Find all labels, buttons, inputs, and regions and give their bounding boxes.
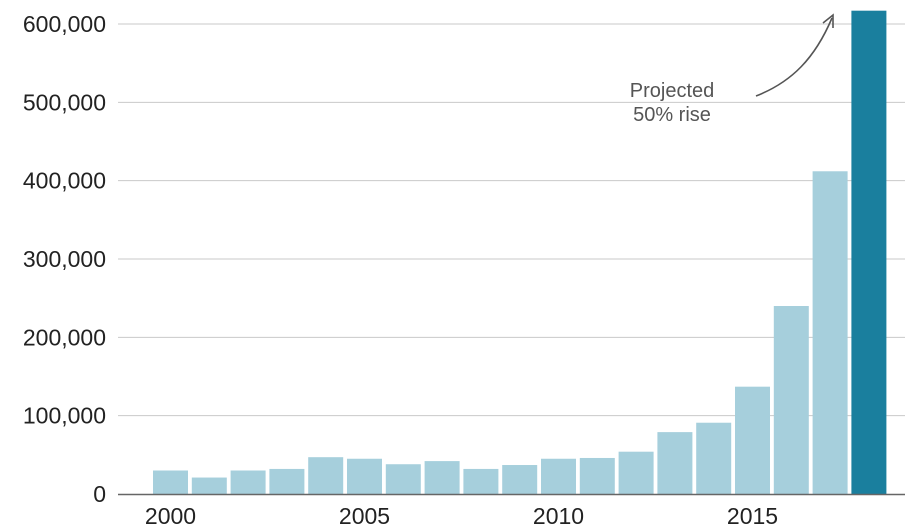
bar (191, 477, 227, 494)
y-tick-label: 300,000 (23, 246, 106, 272)
y-tick-label: 400,000 (23, 168, 106, 194)
bar (541, 458, 576, 494)
annotation-arrowhead-icon (822, 13, 834, 28)
bar (269, 468, 305, 494)
annotation-line-2: 50% rise (633, 104, 711, 126)
annotation: Projected 50% rise (630, 13, 834, 126)
y-tick-label: 200,000 (23, 324, 106, 350)
bar (618, 451, 654, 494)
bar (812, 171, 848, 494)
annotation-line-1: Projected (630, 80, 715, 102)
y-tick-label: 100,000 (23, 403, 106, 429)
bar (735, 386, 770, 494)
bar (696, 422, 732, 494)
x-axis-labels: 2000 2005 2010 2015 (145, 503, 778, 526)
bar (502, 465, 538, 494)
bar (153, 470, 188, 494)
bar (657, 432, 693, 494)
bar (579, 457, 615, 494)
bar-projected (851, 10, 887, 495)
x-tick-label: 2010 (533, 503, 584, 526)
bar (230, 470, 266, 494)
bar (385, 464, 421, 494)
x-tick-label: 2000 (145, 503, 196, 526)
y-tick-label: 500,000 (23, 89, 106, 115)
bars (153, 10, 887, 495)
bar (308, 457, 344, 494)
bar (424, 461, 460, 494)
x-tick-label: 2005 (339, 503, 390, 526)
y-tick-label: 600,000 (23, 11, 106, 37)
x-tick-label: 2015 (727, 503, 778, 526)
annotation-arrow-icon (755, 17, 833, 97)
y-axis-labels: 0 100,000 200,000 300,000 400,000 500,000 600,… (23, 11, 106, 507)
bar (463, 468, 499, 494)
y-tick-label: 0 (93, 481, 106, 507)
bar (347, 458, 382, 494)
bar (773, 306, 809, 494)
